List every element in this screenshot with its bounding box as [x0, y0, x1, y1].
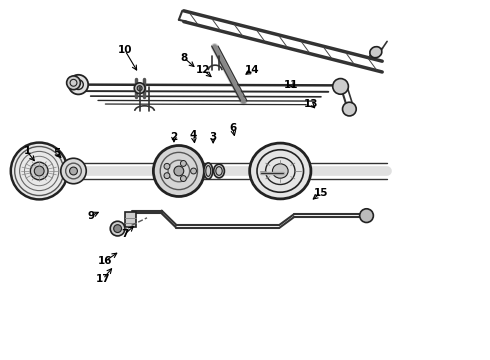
Text: 3: 3 — [210, 132, 217, 142]
Ellipse shape — [272, 164, 288, 178]
Circle shape — [114, 225, 122, 233]
Text: 15: 15 — [314, 188, 328, 198]
Circle shape — [164, 173, 170, 179]
Text: 5: 5 — [53, 148, 60, 158]
Polygon shape — [125, 212, 136, 227]
Text: 13: 13 — [304, 99, 318, 109]
Circle shape — [180, 176, 186, 181]
Text: 9: 9 — [87, 211, 94, 221]
Circle shape — [110, 221, 125, 236]
Text: 7: 7 — [121, 229, 129, 239]
Ellipse shape — [204, 163, 213, 179]
Text: 16: 16 — [98, 256, 113, 266]
Circle shape — [69, 75, 88, 94]
Circle shape — [360, 209, 373, 222]
Text: 14: 14 — [245, 65, 260, 75]
Circle shape — [70, 167, 77, 175]
Text: 2: 2 — [171, 132, 177, 142]
Text: 17: 17 — [96, 274, 110, 284]
Ellipse shape — [370, 47, 382, 58]
Circle shape — [164, 163, 170, 169]
Ellipse shape — [214, 164, 224, 178]
Text: 4: 4 — [190, 130, 197, 140]
Ellipse shape — [137, 86, 142, 91]
Text: 8: 8 — [180, 53, 187, 63]
Text: 11: 11 — [284, 80, 299, 90]
Text: 10: 10 — [118, 45, 132, 55]
Circle shape — [333, 78, 348, 94]
Circle shape — [11, 143, 68, 199]
Circle shape — [61, 158, 86, 184]
Circle shape — [191, 168, 196, 174]
Ellipse shape — [249, 143, 311, 199]
Circle shape — [34, 166, 44, 176]
Text: 6: 6 — [229, 123, 236, 133]
Circle shape — [67, 76, 80, 90]
Circle shape — [174, 166, 184, 176]
Circle shape — [153, 145, 204, 197]
Circle shape — [30, 162, 48, 180]
Text: 1: 1 — [24, 146, 30, 156]
Ellipse shape — [134, 83, 145, 94]
Circle shape — [180, 161, 186, 166]
Circle shape — [343, 102, 356, 116]
Text: 12: 12 — [196, 65, 211, 75]
